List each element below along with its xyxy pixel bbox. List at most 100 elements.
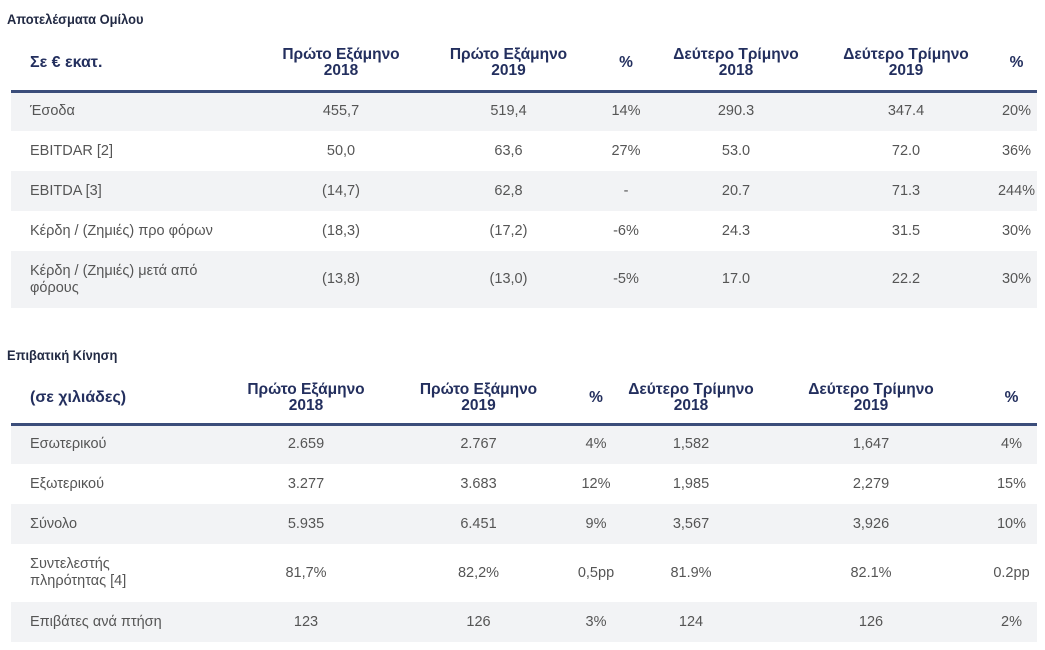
cell-value: -: [596, 171, 656, 211]
cell-value: 1,985: [672, 475, 710, 492]
cell-value: -5%: [596, 251, 656, 308]
cell-value: (13,0): [421, 251, 596, 308]
row-label-cell: Κέρδη / (Ζημιές) προ φόρων: [11, 211, 261, 251]
cell-value: 82.1%: [850, 564, 892, 581]
col-header: %: [986, 373, 1037, 426]
cell-value: 3,567: [626, 504, 756, 544]
table-row: Συντελεστής πληρότητας [4] 81,7% 82,2% 0,5p…: [11, 544, 1037, 602]
row-label: Κέρδη / (Ζημιές) μετά από φόρους: [30, 262, 198, 296]
row-label-cell: Εξωτερικού: [11, 464, 221, 504]
row-label: Εσωτερικού: [30, 436, 107, 453]
cell-value: 50,0: [326, 142, 356, 159]
col-header: (σε χιλιάδες): [11, 373, 221, 426]
cell-value: 30%: [996, 251, 1037, 308]
cell-value: 2.659: [221, 424, 391, 464]
cell-value: 20%: [996, 91, 1037, 131]
table-row: Κέρδη / (Ζημιές) μετά από φόρους (13,8) (1…: [11, 251, 1037, 308]
cell-value: 15%: [996, 475, 1027, 492]
cell-value: 53.0: [721, 142, 751, 159]
cell-value: 12%: [581, 475, 611, 492]
cell-value: 22.2: [816, 251, 996, 308]
cell-value: 1,647: [756, 424, 986, 464]
col-header: %: [996, 36, 1037, 93]
col-header: Πρώτο Εξάμηνο 2018: [261, 36, 421, 93]
group-results-title: Αποτελέσματα Ομίλου: [7, 11, 144, 27]
cell-value: 519,4: [421, 91, 596, 131]
row-label-cell: Έσοδα: [11, 91, 261, 131]
row-label-cell: Κέρδη / (Ζημιές) μετά από φόρους: [11, 251, 261, 308]
col-header: %: [566, 373, 626, 426]
table-header: (σε χιλιάδες) Πρώτο Εξάμηνο 2018 Πρώτο Εξ…: [11, 373, 1037, 426]
col-header: Πρώτο Εξάμηνο 2019: [421, 36, 596, 93]
cell-value: 5.935: [221, 504, 391, 544]
cell-value: 2.767: [391, 424, 566, 464]
row-label: Επιβάτες ανά πτήση: [30, 613, 162, 630]
cell-value: -6%: [613, 222, 639, 239]
cell-value: 3%: [566, 602, 626, 642]
cell-value: 244%: [996, 171, 1037, 211]
col-header: Πρώτο Εξάμηνο 2018: [221, 373, 391, 426]
cell-value: 30%: [1001, 222, 1032, 239]
cell-value: 17.0: [656, 251, 816, 308]
table-row: Σύνολο 5.935 6.451 9% 3,567 3,926 10%: [11, 504, 1037, 544]
table-header: Σε € εκατ. Πρώτο Εξάμηνο 2018 Πρώτο Εξάμη…: [11, 36, 1037, 93]
cell-value: 81.9%: [670, 564, 712, 581]
cell-value: 126: [391, 602, 566, 642]
row-label-cell: EBITDA [3]: [11, 171, 261, 211]
col-header: Δεύτερο Τρίμηνο 2019: [816, 36, 996, 93]
col-header: Δεύτερο Τρίμηνο 2018: [656, 36, 816, 93]
cell-value: 2%: [986, 602, 1037, 642]
cell-value: 14%: [596, 91, 656, 131]
cell-value: 36%: [1001, 142, 1032, 159]
cell-value: 455,7: [261, 91, 421, 131]
cell-value: 81,7%: [285, 564, 327, 581]
cell-value: 0,5pp: [577, 564, 615, 581]
cell-value: (18,3): [322, 222, 360, 239]
cell-value: (17,2): [489, 222, 528, 239]
row-label-cell: Συντελεστής πληρότητας [4]: [11, 544, 221, 602]
cell-value: 124: [626, 602, 756, 642]
group-results-table: Σε € εκατ. Πρώτο Εξάμηνο 2018 Πρώτο Εξάμη…: [11, 36, 1037, 308]
table-row: Εξωτερικού 3.277 3.683 12% 1,985 2,279 15%: [11, 464, 1037, 504]
col-header: Δεύτερο Τρίμηνο 2019: [756, 373, 986, 426]
col-header: Σε € εκατ.: [11, 36, 261, 93]
row-label-cell: Σύνολο: [11, 504, 221, 544]
row-label-cell: EBITDAR [2]: [11, 131, 261, 171]
cell-value: 31.5: [891, 222, 921, 239]
cell-value: 4%: [986, 424, 1037, 464]
cell-value: 123: [221, 602, 391, 642]
cell-value: (14,7): [261, 171, 421, 211]
cell-value: 20.7: [656, 171, 816, 211]
row-label: EBITDAR [2]: [30, 142, 113, 159]
cell-value: 9%: [566, 504, 626, 544]
table-row: EBITDA [3] (14,7) 62,8-20.7 71.3 244%: [11, 171, 1037, 211]
cell-value: 347.4: [816, 91, 996, 131]
cell-value: 1,582: [626, 424, 756, 464]
cell-value: 72.0: [891, 142, 921, 159]
cell-value: 0.2pp: [993, 564, 1030, 581]
cell-value: 3.277: [287, 475, 325, 492]
cell-value: 10%: [986, 504, 1037, 544]
row-label: Εξωτερικού: [30, 475, 105, 492]
row-label: Κέρδη / (Ζημιές) προ φόρων: [30, 222, 213, 239]
table-row: Έσοδα 455,7 519,4 14% 290.3 347.4 20%: [11, 91, 1037, 131]
table-row: Εσωτερικού 2.659 2.767 4% 1,582 1,647 4%: [11, 424, 1037, 464]
passenger-traffic-title: Επιβατική Κίνηση: [7, 347, 118, 363]
passenger-traffic-table: (σε χιλιάδες) Πρώτο Εξάμηνο 2018 Πρώτο Εξ…: [11, 373, 1037, 642]
cell-value: 71.3: [816, 171, 996, 211]
row-label-cell: Εσωτερικού: [11, 424, 221, 464]
cell-value: 290.3: [656, 91, 816, 131]
cell-value: 62,8: [421, 171, 596, 211]
cell-value: 126: [756, 602, 986, 642]
cell-value: 6.451: [391, 504, 566, 544]
table-row: EBITDAR [2] 50,0 63,6 27% 53.0 72.0 36%: [11, 131, 1037, 171]
table-row: Κέρδη / (Ζημιές) προ φόρων (18,3) (17,2) -6…: [11, 211, 1037, 251]
row-label: EBITDA [3]: [30, 182, 102, 199]
row-label: Σύνολο: [30, 515, 78, 532]
cell-value: 24.3: [721, 222, 751, 239]
cell-value: 82,2%: [457, 564, 500, 581]
cell-value: 27%: [611, 142, 641, 159]
table-row: Επιβάτες ανά πτήση 123 126 3% 124 126 2%: [11, 602, 1037, 642]
cell-value: 63,6: [494, 142, 523, 159]
col-header: Δεύτερο Τρίμηνο 2018: [626, 373, 756, 426]
